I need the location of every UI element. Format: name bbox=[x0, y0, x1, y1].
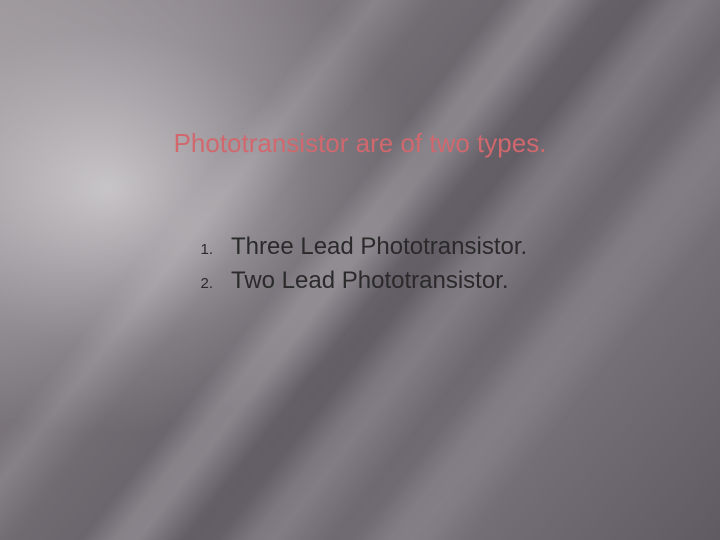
list-text: Two Lead Phototransistor. bbox=[231, 264, 595, 298]
slide: Phototransistor are of two types. 1. Thr… bbox=[0, 0, 720, 540]
list-number: 2. bbox=[175, 273, 231, 294]
list-item: 1. Three Lead Phototransistor. bbox=[175, 230, 595, 264]
slide-title: Phototransistor are of two types. bbox=[0, 128, 720, 159]
types-list: 1. Three Lead Phototransistor. 2. Two Le… bbox=[175, 230, 595, 297]
list-item: 2. Two Lead Phototransistor. bbox=[175, 264, 595, 298]
list-number: 1. bbox=[175, 239, 231, 260]
list-text: Three Lead Phototransistor. bbox=[231, 230, 595, 264]
